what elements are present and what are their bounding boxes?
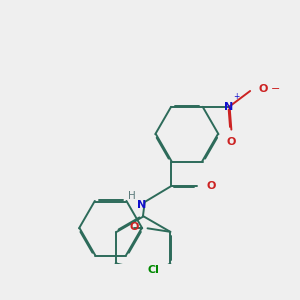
Text: O: O (259, 84, 268, 94)
Text: O: O (226, 137, 236, 147)
Text: H: H (128, 190, 135, 201)
Text: N: N (137, 200, 146, 210)
Text: −: − (271, 84, 280, 94)
Text: N: N (224, 102, 234, 112)
Text: +: + (233, 92, 239, 101)
Text: Cl: Cl (148, 266, 160, 275)
Text: O: O (206, 181, 215, 191)
Text: O: O (130, 222, 139, 232)
